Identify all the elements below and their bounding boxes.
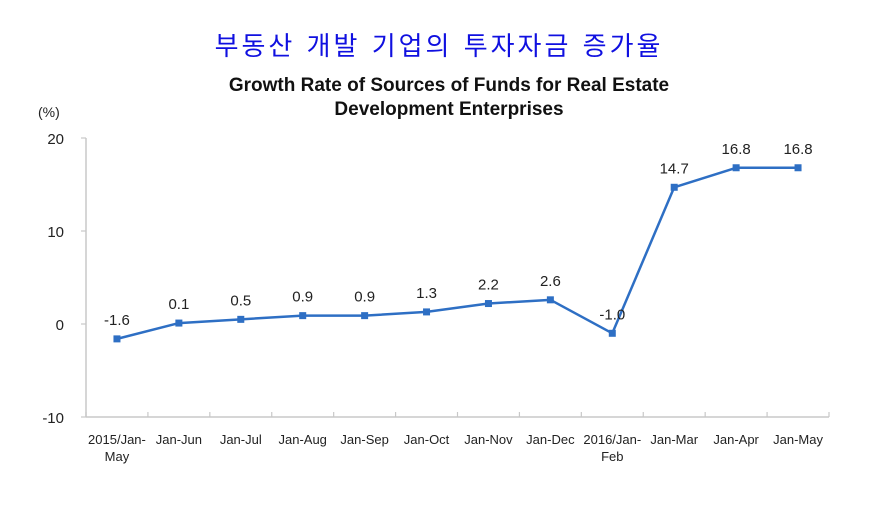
y-tick-label: -10 — [42, 410, 64, 427]
data-label: 0.1 — [168, 296, 189, 313]
data-label: 16.8 — [722, 141, 751, 158]
data-label: 0.5 — [230, 292, 251, 309]
x-tick-label: Jan-Apr — [713, 432, 759, 447]
data-label: 2.6 — [540, 273, 561, 290]
data-point-marker — [794, 164, 802, 172]
x-tick-label: Jan-Aug — [278, 432, 326, 447]
data-point-marker — [546, 296, 554, 304]
x-tick-label: Jan-Mar — [650, 432, 698, 447]
data-label: 0.9 — [292, 289, 313, 306]
data-label: 14.7 — [660, 160, 689, 177]
x-tick-label: Jan-Sep — [340, 432, 388, 447]
data-label: 1.3 — [416, 285, 437, 302]
korean-title: 부동산 개발 기업의 투자자금 증가율 — [214, 32, 664, 62]
data-point-marker — [484, 300, 492, 308]
data-point-marker — [423, 308, 431, 316]
data-point-marker — [237, 315, 245, 323]
series-line — [116, 166, 799, 341]
data-point-marker — [175, 319, 183, 327]
y-tick-label: 20 — [47, 131, 64, 148]
x-tick-label: Jan-May — [773, 432, 823, 447]
x-tick-label: Jan-Oct — [404, 432, 450, 447]
data-label: 16.8 — [783, 141, 812, 158]
data-point-marker — [732, 164, 740, 172]
x-tick-label: 2015/Jan-May — [88, 432, 146, 464]
y-tick-label: 0 — [56, 317, 64, 334]
data-point-marker — [670, 183, 678, 191]
data-label: 2.2 — [478, 277, 499, 294]
data-label: -1.6 — [104, 312, 130, 329]
chart-title-line-2: Development Enterprises — [334, 99, 563, 120]
chart-title-line-1: Growth Rate of Sources of Funds for Real… — [229, 75, 669, 96]
x-tick-label: Jan-Dec — [526, 432, 575, 447]
axes: -10 0 10 20 2015/Jan-May Jan-Jun Jan-Jul Jan-Au… — [42, 131, 830, 464]
x-tick-label: 2016/Jan-Feb — [583, 432, 641, 464]
plot-area: -1.6 0.1 0.5 0.9 0.9 1.3 2.2 2.6 -1.0 14.7 16.8 16.… — [104, 141, 813, 343]
data-point-marker — [361, 312, 369, 320]
data-label: -1.0 — [599, 306, 625, 323]
data-point-marker — [299, 312, 307, 320]
data-point-marker — [113, 335, 121, 343]
data-label: 0.9 — [354, 289, 375, 306]
x-tick-label: Jan-Jul — [220, 432, 262, 447]
data-point-marker — [608, 329, 616, 337]
x-tick-label: Jan-Jun — [156, 432, 202, 447]
x-tick-label: Jan-Nov — [464, 432, 513, 447]
y-axis-unit-label: (%) — [38, 104, 60, 120]
y-tick-label: 10 — [47, 224, 64, 241]
